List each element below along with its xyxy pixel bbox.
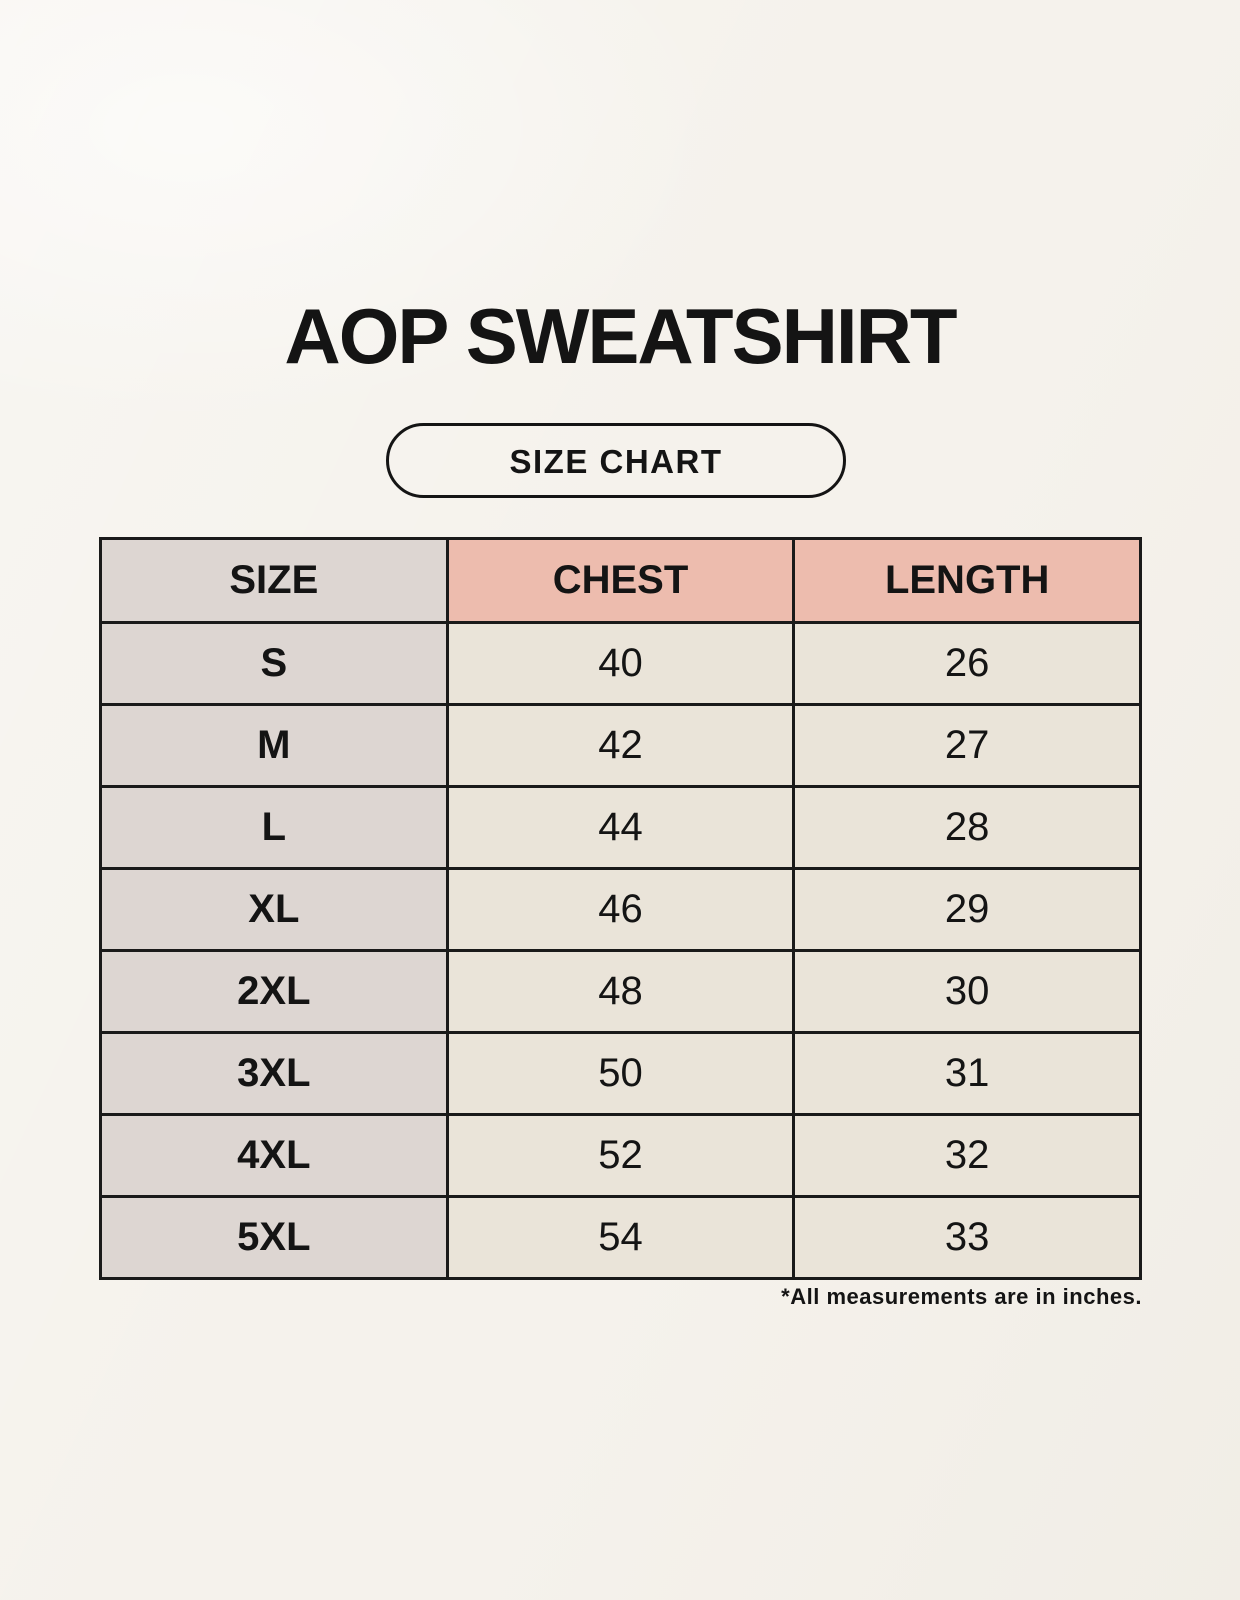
chest-value-cell: 44	[445, 785, 796, 870]
table-row: S 40 26	[99, 621, 1142, 706]
length-value-cell: 26	[792, 621, 1142, 706]
chest-value-cell: 50	[445, 1031, 796, 1116]
chest-value-cell: 42	[445, 703, 796, 788]
size-table: SIZE CHEST LENGTH S 40 26 M 42 27 L 44 2…	[99, 537, 1142, 1280]
table-row: 4XL 52 32	[99, 1113, 1142, 1198]
size-label-cell: M	[99, 703, 449, 788]
table-row: M 42 27	[99, 703, 1142, 788]
size-label-cell: S	[99, 621, 449, 706]
column-header-length: LENGTH	[792, 537, 1142, 624]
column-header-size: SIZE	[99, 537, 449, 624]
table-row: 2XL 48 30	[99, 949, 1142, 1034]
size-label-cell: XL	[99, 867, 449, 952]
length-value-cell: 29	[792, 867, 1142, 952]
length-value-cell: 27	[792, 703, 1142, 788]
chest-value-cell: 46	[445, 867, 796, 952]
length-value-cell: 33	[792, 1195, 1142, 1280]
size-label-cell: 3XL	[99, 1031, 449, 1116]
chest-value-cell: 40	[445, 621, 796, 706]
table-row: L 44 28	[99, 785, 1142, 870]
size-chart-badge-label: SIZE CHART	[509, 442, 723, 480]
size-label-cell: L	[99, 785, 449, 870]
chest-value-cell: 52	[445, 1113, 796, 1198]
chest-value-cell: 48	[445, 949, 796, 1034]
length-value-cell: 28	[792, 785, 1142, 870]
table-header-row: SIZE CHEST LENGTH	[99, 537, 1142, 624]
table-row: 5XL 54 33	[99, 1195, 1142, 1280]
length-value-cell: 30	[792, 949, 1142, 1034]
length-value-cell: 32	[792, 1113, 1142, 1198]
size-label-cell: 5XL	[99, 1195, 449, 1280]
column-header-chest: CHEST	[445, 537, 796, 624]
chest-value-cell: 54	[445, 1195, 796, 1280]
size-label-cell: 4XL	[99, 1113, 449, 1198]
length-value-cell: 31	[792, 1031, 1142, 1116]
table-row: 3XL 50 31	[99, 1031, 1142, 1116]
measurements-footnote: *All measurements are in inches.	[781, 1284, 1142, 1309]
size-chart-badge: SIZE CHART	[386, 423, 846, 498]
size-label-cell: 2XL	[99, 949, 449, 1034]
table-row: XL 46 29	[99, 867, 1142, 952]
page-title: AOP SWEATSHIRT	[284, 292, 957, 380]
